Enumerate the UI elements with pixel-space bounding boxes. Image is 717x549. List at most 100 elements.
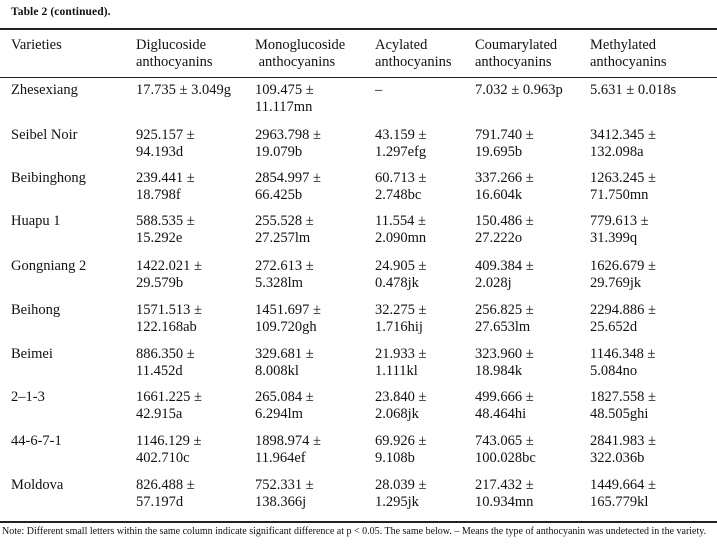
column-header-line: Acylated bbox=[375, 37, 428, 53]
cell-line: 11.452d bbox=[136, 363, 183, 379]
cell-line: 10.934mn bbox=[475, 494, 534, 510]
cell-line: 6.294lm bbox=[255, 406, 303, 422]
cell-line: 2.028j bbox=[475, 275, 512, 291]
cell-line: 329.681 ± bbox=[255, 346, 314, 362]
cell-line: 27.222o bbox=[475, 230, 523, 246]
cell-line: 5.328lm bbox=[255, 275, 303, 291]
table-cell-diglucoside: 17.735 ± 3.049g bbox=[136, 82, 231, 99]
cell-line: 42.915a bbox=[136, 406, 183, 422]
cell-line: 1626.679 ± bbox=[590, 258, 656, 274]
table-cell-diglucoside: 886.350 ±11.452d bbox=[136, 346, 195, 380]
column-header-line: anthocyanins bbox=[590, 54, 667, 70]
table-cell-acylated: – bbox=[375, 82, 382, 99]
cell-line: 9.108b bbox=[375, 450, 415, 466]
cell-line: 138.366j bbox=[255, 494, 307, 510]
table-cell-methylated: 2294.886 ±25.652d bbox=[590, 302, 656, 336]
column-header-line: anthocyanins bbox=[136, 54, 213, 70]
table-cell-monoglucoside: 109.475 ±11.117mn bbox=[255, 82, 314, 116]
column-header-line: anthocyanins bbox=[475, 54, 552, 70]
cell-line: 122.168ab bbox=[136, 319, 197, 335]
table-cell-monoglucoside: 1451.697 ±109.720gh bbox=[255, 302, 321, 336]
cell-line: 791.740 ± bbox=[475, 127, 534, 143]
column-header-line: Coumarylated bbox=[475, 37, 558, 53]
cell-line: 8.008kl bbox=[255, 363, 299, 379]
cell-line: 27.653lm bbox=[475, 319, 531, 335]
table-cell-coumarylated: 499.666 ±48.464hi bbox=[475, 389, 534, 423]
row-label: Zhesexiang bbox=[11, 82, 78, 98]
cell-line: 32.275 ± bbox=[375, 302, 427, 318]
cell-line: 100.028bc bbox=[475, 450, 536, 466]
cell-line: 71.750mn bbox=[590, 187, 649, 203]
table-cell-coumarylated: 791.740 ±19.695b bbox=[475, 127, 534, 161]
cell-line: 1.716hij bbox=[375, 319, 423, 335]
cell-line: 323.960 ± bbox=[475, 346, 534, 362]
cell-line: 28.039 ± bbox=[375, 477, 427, 493]
cell-line: 48.464hi bbox=[475, 406, 527, 422]
cell-line: 217.432 ± bbox=[475, 477, 534, 493]
table-cell-monoglucoside: 255.528 ±27.257lm bbox=[255, 213, 314, 247]
row-label: 44-6-7-1 bbox=[11, 433, 62, 449]
column-header-line: Diglucoside bbox=[136, 37, 207, 53]
cell-line: 7.032 ± 0.963p bbox=[475, 82, 563, 98]
cell-line: 19.695b bbox=[475, 144, 523, 160]
cell-line: 1661.225 ± bbox=[136, 389, 202, 405]
cell-line: 588.535 ± bbox=[136, 213, 195, 229]
column-header-acylated: Acylated anthocyanins bbox=[375, 37, 452, 71]
cell-line: 1146.348 ± bbox=[590, 346, 656, 362]
cell-line: 24.905 ± bbox=[375, 258, 427, 274]
cell-line: 23.840 ± bbox=[375, 389, 427, 405]
header-rule bbox=[0, 77, 717, 78]
cell-line: 66.425b bbox=[255, 187, 303, 203]
table-cell-methylated: 1626.679 ±29.769jk bbox=[590, 258, 656, 292]
table-cell-acylated: 43.159 ±1.297efg bbox=[375, 127, 426, 161]
column-header-diglucoside: Diglucoside anthocyanins bbox=[136, 37, 213, 71]
cell-line: 5.631 ± 0.018s bbox=[590, 82, 677, 98]
table-cell-acylated: 60.713 ±2.748bc bbox=[375, 170, 426, 204]
cell-line: 0.478jk bbox=[375, 275, 419, 291]
table-cell-methylated: 2841.983 ±322.036b bbox=[590, 433, 656, 467]
cell-line: 409.384 ± bbox=[475, 258, 534, 274]
cell-line: 1827.558 ± bbox=[590, 389, 656, 405]
cell-line: 752.331 ± bbox=[255, 477, 314, 493]
top-rule bbox=[0, 28, 717, 30]
cell-line: 3412.345 ± bbox=[590, 127, 656, 143]
cell-line: 1571.513 ± bbox=[136, 302, 202, 318]
table-cell-methylated: 3412.345 ±132.098a bbox=[590, 127, 656, 161]
cell-line: 69.926 ± bbox=[375, 433, 427, 449]
cell-line: – bbox=[375, 82, 383, 98]
table-cell-diglucoside: 925.157 ±94.193d bbox=[136, 127, 195, 161]
table-cell-acylated: 32.275 ±1.716hij bbox=[375, 302, 426, 336]
cell-line: 11.964ef bbox=[255, 450, 306, 466]
row-label: 2–1-3 bbox=[11, 389, 45, 405]
cell-line: 94.193d bbox=[136, 144, 184, 160]
cell-line: 239.441 ± bbox=[136, 170, 195, 186]
table-cell-coumarylated: 256.825 ±27.653lm bbox=[475, 302, 534, 336]
row-label: Huapu 1 bbox=[11, 213, 61, 229]
cell-line: 31.399q bbox=[590, 230, 638, 246]
cell-line: 2.748bc bbox=[375, 187, 422, 203]
table-cell-monoglucoside: 329.681 ±8.008kl bbox=[255, 346, 314, 380]
cell-line: 255.528 ± bbox=[255, 213, 314, 229]
cell-line: 5.084no bbox=[590, 363, 638, 379]
cell-line: 826.488 ± bbox=[136, 477, 195, 493]
cell-line: 18.984k bbox=[475, 363, 523, 379]
cell-line: 57.197d bbox=[136, 494, 184, 510]
cell-line: 2.090mn bbox=[375, 230, 427, 246]
table-cell-coumarylated: 743.065 ±100.028bc bbox=[475, 433, 536, 467]
column-header-line: Methylated bbox=[590, 37, 657, 53]
cell-line: 2294.886 ± bbox=[590, 302, 656, 318]
cell-line: 2854.997 ± bbox=[255, 170, 321, 186]
cell-line: 256.825 ± bbox=[475, 302, 534, 318]
cell-line: 15.292e bbox=[136, 230, 183, 246]
cell-line: 1898.974 ± bbox=[255, 433, 321, 449]
cell-line: 2.068jk bbox=[375, 406, 419, 422]
table-cell-diglucoside: 826.488 ±57.197d bbox=[136, 477, 195, 511]
cell-line: 2963.798 ± bbox=[255, 127, 321, 143]
table-cell-acylated: 11.554 ±2.090mn bbox=[375, 213, 426, 247]
column-header-line: Varieties bbox=[11, 37, 62, 53]
cell-line: 925.157 ± bbox=[136, 127, 195, 143]
table-cell-acylated: 23.840 ±2.068jk bbox=[375, 389, 426, 423]
cell-line: 18.798f bbox=[136, 187, 181, 203]
cell-line: 21.933 ± bbox=[375, 346, 427, 362]
cell-line: 11.117mn bbox=[255, 99, 313, 115]
